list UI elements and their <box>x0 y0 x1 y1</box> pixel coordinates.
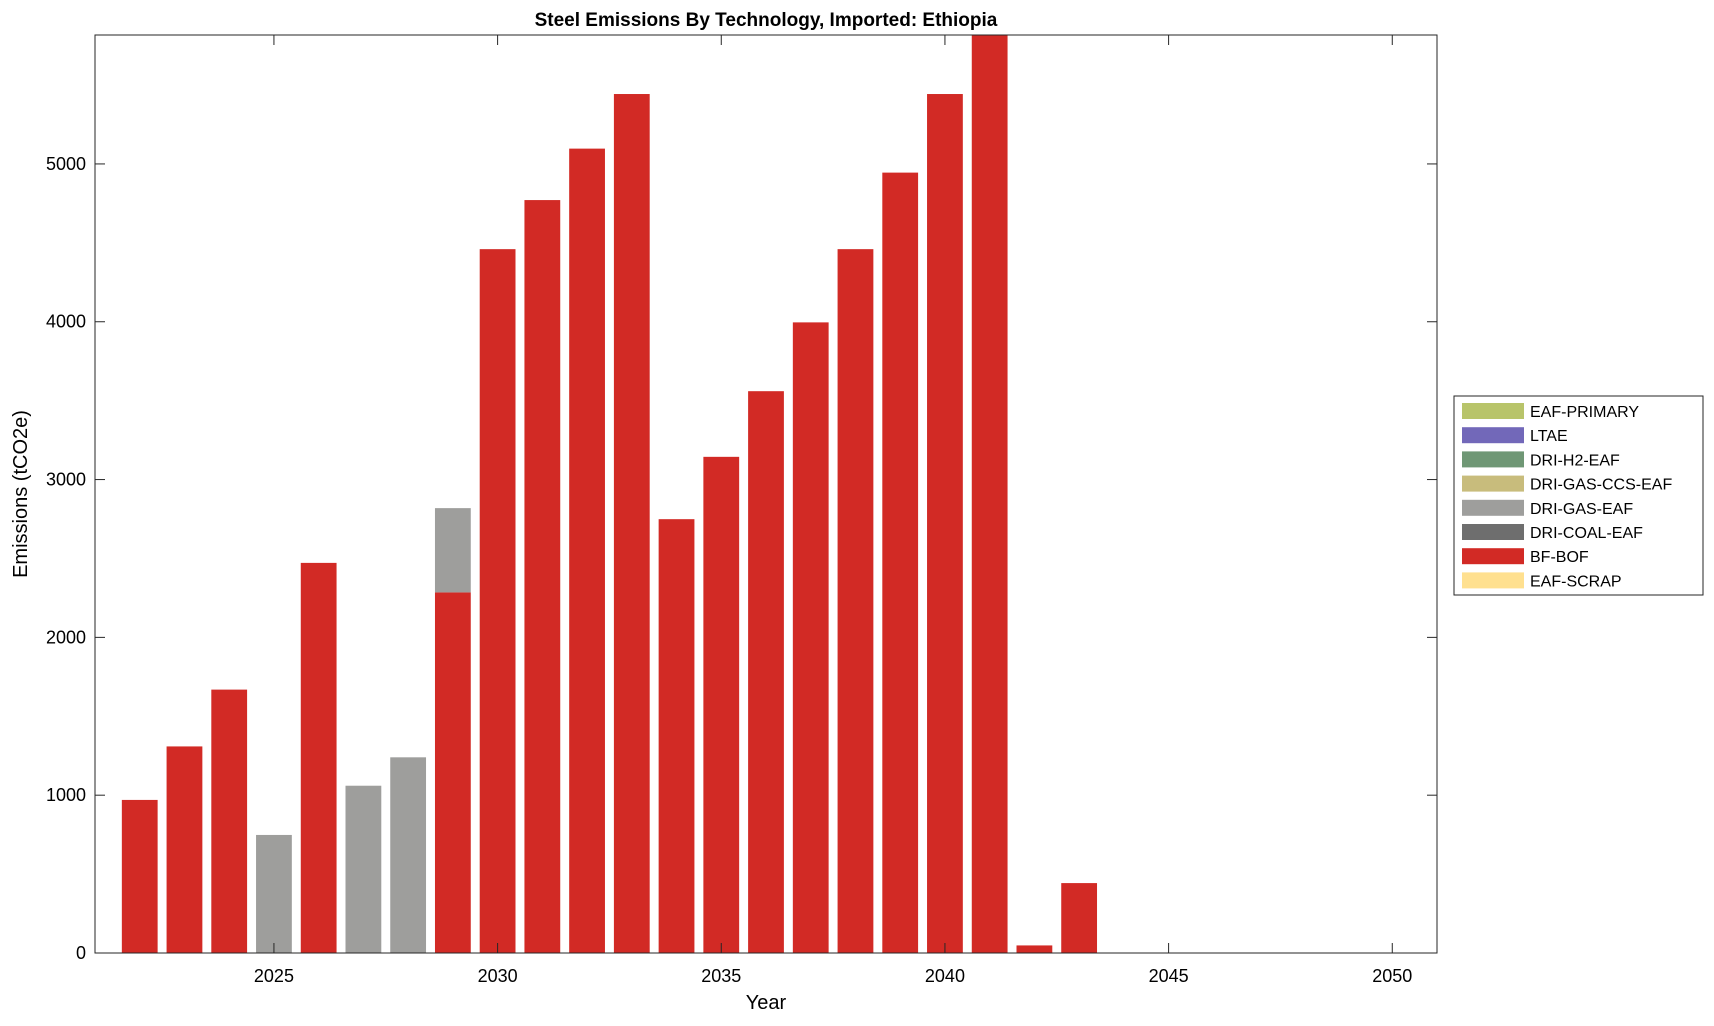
bar-bf-bof-2026 <box>300 562 337 953</box>
bar-bf-bof-2037 <box>792 322 829 953</box>
y-axis-label: Emissions (tCO2e) <box>10 410 32 578</box>
bar-bf-bof-2040 <box>927 94 963 954</box>
bar-bf-bof-2033 <box>613 94 650 954</box>
bar-bf-bof-2022 <box>121 799 158 953</box>
y-tick-label: 1000 <box>46 785 86 805</box>
bar-bf-bof-2034 <box>658 519 695 953</box>
x-tick-label: 2045 <box>1149 966 1189 986</box>
x-tick-label: 2040 <box>925 966 965 986</box>
bars-group <box>121 35 1098 954</box>
legend-swatch-ltae <box>1462 427 1524 444</box>
bar-dri-gas-eaf-2025 <box>256 834 292 953</box>
legend-label-ltae: LTAE <box>1530 428 1568 445</box>
bar-bf-bof-2024 <box>211 689 248 953</box>
bar-bf-bof-2030 <box>479 249 516 953</box>
legend: EAF-PRIMARY LTAE DRI-H2-EAF DRI-GAS-CCS-EAF… <box>1453 395 1704 596</box>
bar-bf-bof-2036 <box>748 391 784 953</box>
bar-dri-gas-eaf-2027 <box>345 785 382 953</box>
legend-swatch-bf-bof <box>1462 548 1524 565</box>
legend-swatch-dri-coal-eaf <box>1462 524 1524 540</box>
x-tick-label: 2025 <box>254 966 294 986</box>
axis-ticks: 2025 2030 2035 2040 2045 2050 0 1000 2000 3000 400… <box>46 35 1437 986</box>
bar-bf-bof-2029 <box>434 592 471 953</box>
chart-title: Steel Emissions By Technology, Imported:… <box>535 10 998 31</box>
bar-bf-bof-2038 <box>837 249 874 953</box>
legend-swatch-eaf-scrap <box>1462 572 1524 589</box>
y-tick-label: 4000 <box>46 312 86 332</box>
bar-bf-bof-2042 <box>1016 945 1053 953</box>
plot-area-frame <box>94 34 1438 954</box>
y-tick-label: 0 <box>76 943 86 963</box>
x-axis-label: Year <box>746 992 787 1014</box>
legend-swatch-dri-h2-eaf <box>1462 451 1524 468</box>
y-tick-label: 5000 <box>46 154 86 174</box>
legend-label-dri-h2-eaf: DRI-H2-EAF <box>1530 452 1620 469</box>
bar-bf-bof-2039 <box>882 172 919 953</box>
legend-swatch-dri-gas-ccs-eaf <box>1462 475 1524 492</box>
bar-dri-gas-eaf-2028 <box>390 757 427 953</box>
bar-bf-bof-2032 <box>569 148 605 953</box>
x-tick-label: 2050 <box>1372 966 1412 986</box>
bar-bf-bof-2031 <box>524 200 561 953</box>
legend-label-eaf-scrap: EAF-SCRAP <box>1530 573 1622 590</box>
bar-bf-bof-2041 <box>971 35 1008 953</box>
legend-label-dri-coal-eaf: DRI-COAL-EAF <box>1530 525 1643 542</box>
bar-bf-bof-2043 <box>1061 883 1098 953</box>
legend-label-dri-gas-ccs-eaf: DRI-GAS-CCS-EAF <box>1530 477 1672 494</box>
bar-dri-gas-eaf-2029 <box>434 508 471 593</box>
bar-bf-bof-2023 <box>166 746 203 953</box>
legend-swatch-eaf-primary <box>1462 403 1524 419</box>
y-tick-label: 3000 <box>46 470 86 490</box>
legend-label-bf-bof: BF-BOF <box>1530 549 1589 566</box>
x-tick-label: 2030 <box>478 966 518 986</box>
legend-swatch-dri-gas-eaf <box>1462 499 1524 516</box>
legend-label-dri-gas-eaf: DRI-GAS-EAF <box>1530 501 1633 518</box>
bar-bf-bof-2035 <box>703 456 740 953</box>
legend-label-eaf-primary: EAF-PRIMARY <box>1530 404 1639 421</box>
y-tick-label: 2000 <box>46 627 86 647</box>
x-tick-label: 2035 <box>701 966 741 986</box>
